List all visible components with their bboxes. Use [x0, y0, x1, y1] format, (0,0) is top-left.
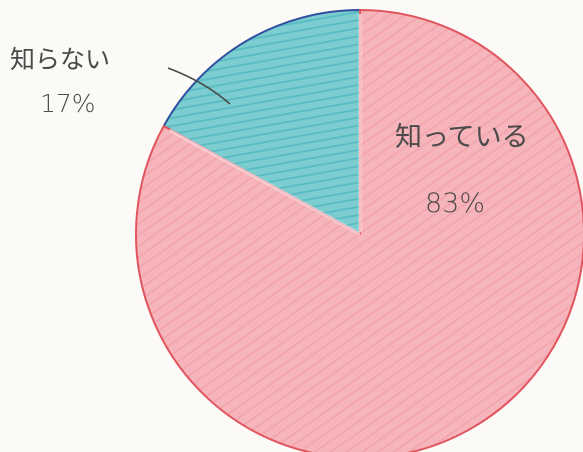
slice-value-label-shiranai: 17%	[40, 89, 96, 118]
slice-label-shiranai: 知らない	[10, 45, 110, 74]
slice-edge-highlight	[168, 14, 362, 236]
slice-value-label-shitteiru: 83%	[425, 188, 485, 219]
pie-slice-1	[135, 9, 583, 452]
pie-slice-0	[162, 9, 361, 235]
slice-label-shitteiru: 知っている	[395, 122, 529, 153]
leader-line	[167, 67, 231, 105]
